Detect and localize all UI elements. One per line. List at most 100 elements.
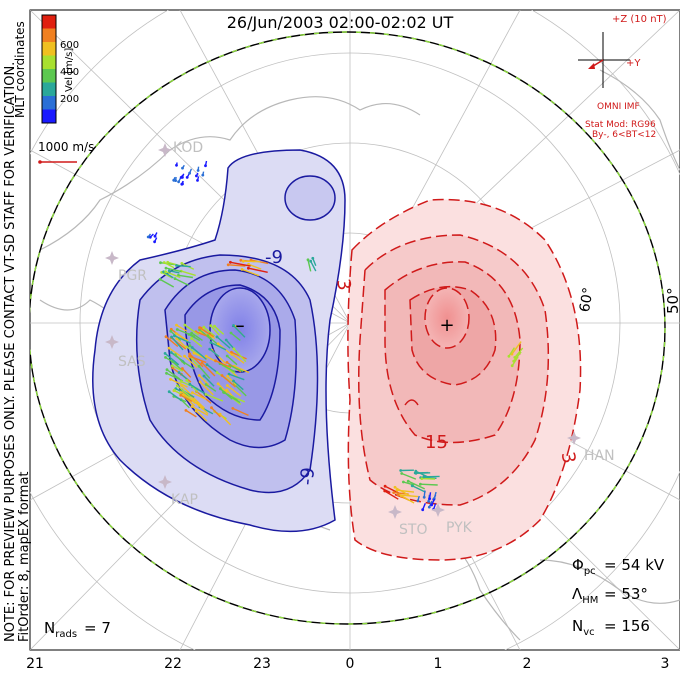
colorbar-tick-400: 400 — [60, 67, 79, 78]
velocity-vector-origin — [196, 179, 199, 182]
velocity-vector — [234, 365, 250, 374]
velocity-vector-origin — [216, 342, 220, 346]
radar-station-icon — [158, 143, 172, 157]
lambda-hm-value: = 53° — [604, 585, 648, 603]
velocity-vector-origin — [196, 169, 200, 172]
velocity-vector — [233, 348, 247, 363]
velocity-vector-origin — [146, 235, 150, 239]
velocity-vector-origin — [247, 266, 250, 270]
velocity-vector — [169, 270, 180, 274]
velocity-vector-origin — [197, 374, 201, 377]
velocity-vector — [223, 391, 238, 401]
velocity-vector-origin — [164, 266, 168, 270]
velocity-vector — [171, 360, 184, 372]
imf-model-condition: By-, 6<BT<12 — [592, 130, 656, 140]
velocity-vector — [198, 375, 210, 386]
velocity-vector — [231, 353, 245, 364]
mlt-tick-label: 23 — [253, 656, 271, 672]
velocity-vector-origin — [225, 388, 229, 392]
velocity-vector — [394, 486, 411, 497]
velocity-vector-origin — [169, 329, 173, 333]
velocity-vector — [201, 362, 216, 377]
velocity-vector — [232, 407, 249, 417]
radar-station: KAP — [158, 475, 198, 508]
velocity-vector-origin — [225, 361, 229, 364]
radar-station: KOD — [158, 140, 203, 157]
velocity-vector-origin — [169, 351, 173, 354]
velocity-vector-origin — [190, 405, 194, 408]
velocity-vector-origin — [393, 485, 397, 489]
velocity-vector — [203, 375, 215, 387]
radar-station-icon — [105, 335, 119, 349]
velocity-vector-origin — [175, 384, 179, 388]
velocity-vector — [232, 325, 246, 338]
velocity-vector-origin — [421, 508, 425, 512]
contour-label-pos-2: 15 — [425, 432, 448, 453]
contour-label-pos-3: 3 — [557, 450, 580, 465]
velocity-vector — [199, 327, 215, 338]
velocity-vector — [230, 332, 241, 341]
velocity-vector-origin — [188, 382, 192, 386]
velocity-vector — [229, 364, 244, 373]
velocity-vector — [191, 395, 205, 409]
velocity-vector — [203, 326, 216, 337]
colorbar-tick-200: 200 — [60, 94, 79, 105]
velocity-vector-origin — [204, 164, 207, 168]
velocity-vector-origin — [220, 374, 224, 377]
velocity-vector — [175, 332, 189, 342]
velocity-vector — [161, 271, 173, 279]
velocity-vector-origin — [399, 494, 403, 497]
n-rads-value: = 7 — [84, 619, 111, 637]
velocity-vector-origin — [422, 475, 426, 479]
velocity-vector-origin — [166, 260, 170, 264]
velocity-vectors — [146, 160, 524, 512]
velocity-vector — [209, 348, 220, 358]
colorbar-segment — [42, 42, 56, 56]
velocity-vector-origin — [513, 356, 517, 359]
velocity-vector-origin — [224, 338, 228, 342]
velocity-vector — [184, 355, 198, 369]
velocity-vector — [166, 372, 183, 382]
fit-statistics: Φpc = 54 kV ΛHM = 53° Nvc = 156 Nrads = … — [44, 556, 665, 640]
velocity-vector-origin — [164, 356, 167, 359]
velocity-vector-origin — [177, 180, 181, 184]
velocity-vector — [168, 391, 183, 402]
imf-clock: +Z (10 nT) +Y OMNI IMF Stat Mod: RG96 By… — [578, 14, 667, 140]
velocity-vector-origin — [201, 173, 205, 177]
velocity-vector-origin — [179, 380, 183, 383]
velocity-vector — [384, 490, 399, 500]
velocity-vector-origin — [191, 391, 194, 394]
velocity-vector-origin — [174, 332, 178, 335]
velocity-vector — [171, 336, 184, 351]
velocity-vector-origin — [183, 323, 187, 327]
hm-boundary-dashes — [30, 31, 666, 625]
velocity-vector — [508, 347, 515, 357]
velocity-vector-origin — [173, 277, 177, 280]
velocity-vector — [226, 355, 238, 366]
velocity-vector — [185, 409, 197, 418]
velocity-vector — [177, 328, 196, 338]
velocity-vector — [165, 270, 181, 279]
mlt-tick-label: 1 — [434, 656, 443, 672]
radar-station-icon — [105, 251, 119, 265]
velocity-vector-origin — [406, 479, 410, 483]
velocity-vector-origin — [209, 341, 213, 344]
velocity-vector-origin — [232, 379, 235, 383]
velocity-vector — [215, 360, 232, 369]
colorbar-label: Vel [m/s] — [64, 48, 75, 92]
velocity-vector — [196, 390, 212, 404]
velocity-vector-origin — [164, 335, 168, 339]
velocity-vector — [210, 341, 227, 351]
velocity-vector-origin — [165, 368, 169, 372]
colorbar-segment — [42, 69, 56, 83]
radar-station-label: KAP — [171, 492, 198, 508]
coordinate-system-label: MLT coordinates — [13, 21, 27, 118]
velocity-vector-origin — [399, 469, 403, 472]
latitude-label-60: 60° — [577, 286, 597, 313]
velocity-vector — [192, 391, 207, 400]
velocity-vector-origin — [179, 176, 183, 179]
radar-station-label: PYK — [446, 520, 473, 536]
velocity-vector-origin — [204, 354, 208, 358]
velocity-vector-origin — [188, 352, 192, 356]
